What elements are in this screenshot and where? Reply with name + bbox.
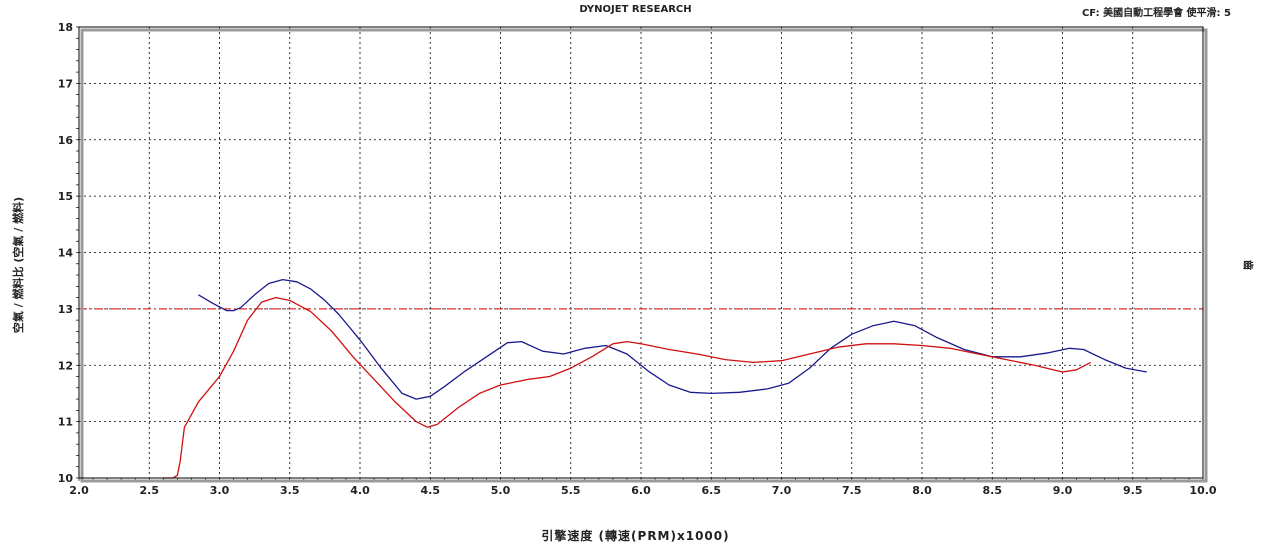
y-axis-right-label: 齒 xyxy=(1241,260,1253,270)
x-tick-label: 5.0 xyxy=(491,484,511,497)
series-line-1 xyxy=(198,278,1147,400)
x-tick-label: 8.5 xyxy=(983,484,1003,497)
x-tick-label: 3.5 xyxy=(280,484,300,497)
y-tick-label: 12 xyxy=(58,359,73,372)
x-tick-label: 2.0 xyxy=(69,484,89,497)
x-tick-label: 2.5 xyxy=(140,484,160,497)
x-tick-label: 4.0 xyxy=(350,484,370,497)
y-tick-label: 15 xyxy=(58,190,73,203)
x-tick-label: 9.5 xyxy=(1123,484,1143,497)
series-line-2 xyxy=(163,296,1091,479)
y-tick-label: 16 xyxy=(58,134,74,147)
x-tick-label: 6.5 xyxy=(702,484,722,497)
y-tick-label: 14 xyxy=(58,247,74,260)
y-axis-label: 空氣 / 燃料比 (空氣 / 燃料) xyxy=(12,196,25,334)
x-tick-label: 5.5 xyxy=(561,484,581,497)
x-tick-label: 10.0 xyxy=(1189,484,1216,497)
x-tick-label: 7.0 xyxy=(772,484,792,497)
x-tick-label: 7.5 xyxy=(842,484,862,497)
plot-frame-shadow xyxy=(80,28,1208,483)
plot-frame xyxy=(78,26,1204,479)
x-tick-label: 3.0 xyxy=(210,484,230,497)
x-tick-label: 6.0 xyxy=(631,484,651,497)
y-tick-label: 10 xyxy=(58,472,74,485)
x-tick-label: 9.0 xyxy=(1053,484,1073,497)
y-tick-label: 18 xyxy=(58,21,73,34)
chart-title: DYNOJET RESEARCH xyxy=(579,4,692,15)
y-tick-label: 17 xyxy=(58,77,73,90)
x-tick-label: 8.0 xyxy=(912,484,932,497)
x-tick-label: 4.5 xyxy=(421,484,441,497)
correction-info: CF: 美國自動工程學會 使平滑: 5 xyxy=(1081,8,1231,19)
y-tick-label: 11 xyxy=(58,416,73,429)
y-tick-label: 13 xyxy=(58,303,73,316)
x-axis-label: 引擎速度 (轉速(PRM)x1000) xyxy=(541,529,730,543)
